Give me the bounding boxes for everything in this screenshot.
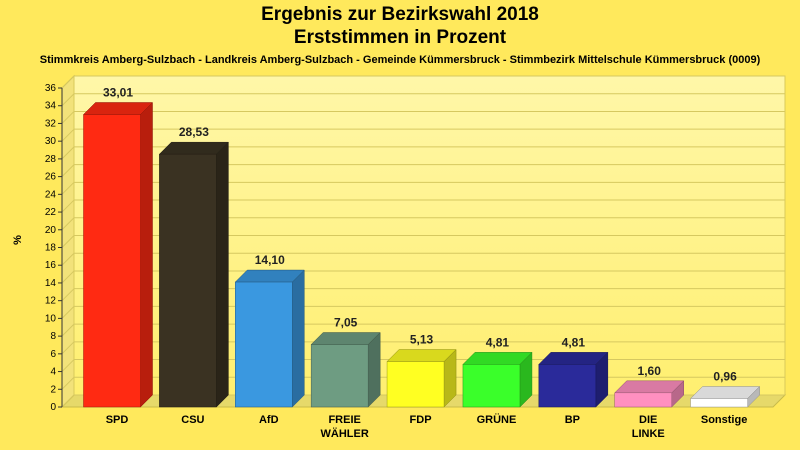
value-label: 5,13 [410,333,434,347]
gridline-side [61,75,75,89]
gridline-side [61,341,75,355]
bar [462,351,533,408]
x-tick-label: DIE [639,414,657,426]
x-tick-label: Sonstige [701,414,747,426]
gridline-side [61,111,75,124]
value-labels: 33,01 28,53 14,10 7,05 5,13 4,81 4,81 1,60 0,96 [103,85,737,383]
bar-front [235,281,293,408]
bar-side [140,101,153,408]
bar-top [462,352,533,365]
x-tick-label: FDP [410,414,432,426]
chart-title-line1: Ergebnis zur Bezirkswahl 2018 [261,4,539,25]
bar [234,269,305,408]
gridline-side [61,146,75,160]
y-tick-label: 8 [50,331,56,342]
gridline-side [61,93,75,107]
chart-subtitle: Stimmkreis Amberg-Sulzbach - Landkreis A… [39,54,761,66]
y-axis-title: % [12,235,24,245]
bar-front [538,364,597,408]
bar-top [690,386,761,399]
y-tick-label: 10 [45,313,57,324]
gridline-side [61,164,75,177]
gridline-side [61,181,75,195]
x-tick-label: FREIE [328,414,360,426]
gridline-side [61,270,75,284]
bar [538,351,609,408]
bar [158,141,229,408]
bar-side [216,141,229,408]
bar [690,385,761,408]
y-tick-label: 32 [45,118,57,129]
x-tick-label: GRÜNE [477,413,517,426]
bars [82,101,761,408]
y-tick-label: 36 [45,83,57,94]
y-tick-label: 14 [45,278,57,289]
gridline-side [61,235,75,248]
y-tick-label: 12 [45,296,57,307]
x-tick-label: BP [565,414,580,426]
gridline-side [61,323,75,337]
bar-top [386,349,457,362]
bar [310,331,381,408]
x-tick-label: WÄHLER [321,427,369,440]
gridline-side [61,306,75,319]
y-tick-label: 6 [50,349,56,360]
gridline-side [61,288,75,302]
y-tick-label: 26 [45,172,57,183]
bar-side [367,331,381,408]
bar-top [614,380,685,394]
gridline-side [61,376,75,390]
chart-title-line2: Erststimmen in Prozent [293,27,507,48]
bar-top [158,141,229,155]
bar-top [234,269,305,283]
value-label: 4,81 [486,335,510,349]
gridline-side [61,394,75,408]
bar-front [83,114,141,408]
gridline-side [61,217,75,231]
bar [614,380,685,408]
bar-front [462,364,521,408]
y-tick-label: 4 [50,367,56,378]
value-label: 14,10 [255,253,285,267]
x-tick-label: AfD [259,414,279,426]
value-label: 7,05 [334,316,358,330]
value-label: 0,96 [713,369,737,383]
x-tick-label: SPD [106,414,129,426]
value-label: 33,01 [103,85,133,99]
y-tick-label: 2 [50,384,56,395]
value-label: 28,53 [179,125,209,139]
y-tick-label: 30 [45,136,57,147]
y-tick-label: 34 [45,101,57,112]
bar [82,101,154,408]
bar-front [614,392,672,408]
x-tick-label: LINKE [632,428,665,440]
bar-front [386,361,445,408]
y-tick-label: 20 [45,225,57,236]
bar-top [538,352,609,365]
value-label: 4,81 [562,335,586,349]
value-label: 1,60 [638,364,662,378]
bar-side [292,269,305,408]
bar-top [310,332,381,345]
bar-front [310,344,369,408]
bar-top [82,102,154,115]
bar-front [159,153,217,408]
gridline-side [61,128,75,142]
bar-front [690,398,748,408]
y-tick-label: 22 [45,207,57,218]
gridline-side [61,359,75,372]
gridline-side [61,252,75,266]
gridline-side [61,199,75,213]
y-tick-label: 18 [45,243,57,254]
x-tick-label: CSU [181,414,204,426]
y-tick-label: 0 [50,402,56,413]
y-tick-label: 28 [45,154,57,165]
bar [386,348,457,408]
y-tick-label: 24 [45,189,57,200]
y-tick-label: 16 [45,260,57,271]
